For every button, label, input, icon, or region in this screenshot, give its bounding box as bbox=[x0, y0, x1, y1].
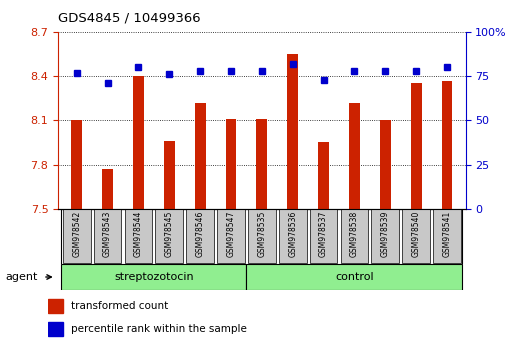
Bar bbox=[371, 210, 398, 263]
Text: GSM978542: GSM978542 bbox=[72, 211, 81, 257]
Text: agent: agent bbox=[5, 272, 37, 282]
Bar bbox=[217, 210, 244, 263]
Bar bbox=[133, 76, 143, 209]
Text: GSM978536: GSM978536 bbox=[288, 211, 296, 257]
Bar bbox=[278, 210, 306, 263]
Text: control: control bbox=[334, 272, 373, 282]
Text: percentile rank within the sample: percentile rank within the sample bbox=[71, 324, 246, 334]
Bar bbox=[287, 54, 297, 209]
Bar bbox=[61, 264, 246, 290]
Bar bbox=[186, 210, 214, 263]
Bar bbox=[194, 103, 205, 209]
Bar bbox=[48, 299, 63, 313]
Text: GSM978547: GSM978547 bbox=[226, 211, 235, 257]
Bar bbox=[410, 84, 421, 209]
Text: GSM978545: GSM978545 bbox=[165, 211, 173, 257]
Bar bbox=[93, 210, 121, 263]
Bar bbox=[401, 210, 429, 263]
Bar bbox=[63, 210, 90, 263]
Bar bbox=[247, 210, 275, 263]
Bar bbox=[71, 120, 82, 209]
Bar bbox=[340, 210, 368, 263]
Bar bbox=[318, 142, 328, 209]
Text: GSM978539: GSM978539 bbox=[380, 211, 389, 257]
Text: transformed count: transformed count bbox=[71, 301, 168, 311]
Text: streptozotocin: streptozotocin bbox=[114, 272, 193, 282]
Text: GSM978543: GSM978543 bbox=[103, 211, 112, 257]
Bar bbox=[441, 81, 451, 209]
Bar bbox=[155, 210, 183, 263]
Bar bbox=[164, 141, 174, 209]
Bar bbox=[48, 322, 63, 336]
Bar bbox=[348, 103, 359, 209]
Text: GDS4845 / 10499366: GDS4845 / 10499366 bbox=[58, 12, 200, 25]
Bar bbox=[102, 169, 113, 209]
Bar bbox=[256, 119, 267, 209]
Text: GSM978544: GSM978544 bbox=[134, 211, 142, 257]
Bar bbox=[124, 210, 152, 263]
Text: GSM978538: GSM978538 bbox=[349, 211, 358, 257]
Bar bbox=[225, 119, 236, 209]
Text: GSM978540: GSM978540 bbox=[411, 211, 420, 257]
Text: GSM978541: GSM978541 bbox=[442, 211, 450, 257]
Text: GSM978535: GSM978535 bbox=[257, 211, 266, 257]
Bar bbox=[379, 120, 390, 209]
Bar bbox=[432, 210, 460, 263]
Text: GSM978537: GSM978537 bbox=[319, 211, 327, 257]
Bar bbox=[309, 210, 337, 263]
Bar bbox=[246, 264, 462, 290]
Text: GSM978546: GSM978546 bbox=[195, 211, 204, 257]
